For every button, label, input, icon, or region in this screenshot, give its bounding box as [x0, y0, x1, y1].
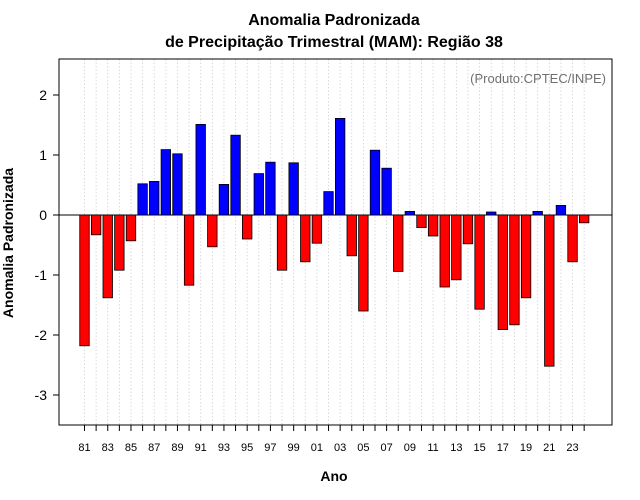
bar-08: [393, 214, 404, 272]
bar-05: [358, 214, 369, 312]
bar-95: [242, 214, 253, 240]
bar-24: [579, 214, 590, 224]
bar-99: [288, 162, 299, 216]
x-tick-label: 95: [241, 442, 253, 454]
x-tick-label: 87: [148, 442, 160, 454]
bar-19: [520, 214, 532, 299]
x-tick-label: 81: [78, 442, 90, 454]
plot-frame: [58, 58, 613, 426]
bar-94: [230, 134, 241, 216]
bar-09: [404, 210, 416, 216]
bar-17: [497, 214, 508, 330]
bar-02: [323, 191, 334, 216]
bar-83: [102, 214, 113, 299]
bar-97: [265, 161, 276, 216]
bar-03: [334, 118, 346, 216]
bar-92: [207, 214, 218, 248]
bar-87: [149, 180, 160, 216]
x-tick-label: 91: [195, 442, 207, 454]
bars: [79, 118, 590, 367]
x-tick-label: 11: [427, 442, 438, 454]
bar-23: [567, 214, 578, 263]
bar-11: [427, 214, 439, 237]
y-axis: 2 1 0 -1 -2 -3: [35, 87, 59, 403]
bar-96: [253, 173, 264, 216]
chart-title: Anomalia Padronizada: [248, 12, 420, 29]
bar-88: [160, 149, 171, 216]
x-tick-label: 05: [357, 442, 369, 454]
bar-86: [137, 183, 148, 216]
x-tick-label: 03: [334, 442, 346, 454]
bar-82: [90, 214, 102, 236]
x-tick-label: 07: [380, 442, 392, 454]
x-tick-label: 01: [311, 442, 323, 454]
y-tick-label: -1: [35, 267, 48, 283]
x-tick-label: 99: [288, 442, 300, 454]
x-tick-label: 15: [473, 442, 485, 454]
bar-98: [276, 214, 288, 271]
bar-00: [300, 214, 311, 263]
x-tick-label: 23: [566, 442, 578, 454]
y-tick-label: 0: [39, 207, 47, 223]
bar-21: [544, 214, 555, 367]
bar-22: [555, 204, 567, 216]
bar-01: [311, 214, 323, 244]
bar-07: [381, 167, 392, 216]
bar-15: [474, 214, 485, 310]
bar-04: [346, 214, 357, 257]
y-tick-label: 2: [39, 87, 47, 103]
bar-12: [439, 214, 450, 288]
x-tick-label: 13: [450, 442, 462, 454]
bar-16: [486, 211, 497, 216]
bar-06: [369, 149, 381, 216]
bar-90: [183, 214, 195, 286]
x-tick-label: 21: [543, 442, 555, 454]
bar-81: [79, 214, 90, 347]
bar-20: [532, 210, 543, 216]
grid: [84, 59, 585, 425]
y-tick-label: -2: [35, 327, 48, 343]
bar-93: [218, 183, 230, 216]
bar-10: [416, 214, 427, 229]
y-tick-label: -3: [35, 387, 48, 403]
x-axis: 81 83 85 87 89 91 93 95 97 99 01 03 05 07 09 11 13 15 17 19…: [78, 425, 585, 454]
x-tick-label: 85: [125, 442, 137, 454]
x-tick-label: 19: [520, 442, 532, 454]
chart-subtitle: de Precipitação Trimestral (MAM): Região…: [165, 34, 503, 51]
x-tick-label: 97: [264, 442, 276, 454]
x-tick-label: 93: [218, 442, 230, 454]
y-axis-label: Anomalia Padronizada: [0, 168, 16, 318]
y-tick-label: 1: [39, 147, 47, 163]
x-tick-label: 89: [171, 442, 183, 454]
product-annotation: (Produto:CPTEC/INPE): [470, 71, 606, 86]
x-tick-label: 83: [102, 442, 114, 454]
bar-91: [195, 124, 206, 216]
bar-84: [114, 214, 125, 271]
x-axis-label: Ano: [320, 468, 347, 484]
bar-89: [172, 153, 183, 216]
bar-13: [451, 214, 462, 281]
bar-18: [509, 214, 520, 326]
bar-14: [462, 214, 474, 245]
x-tick-label: 17: [497, 442, 509, 454]
bar-85: [125, 214, 137, 242]
x-tick-label: 09: [404, 442, 416, 454]
